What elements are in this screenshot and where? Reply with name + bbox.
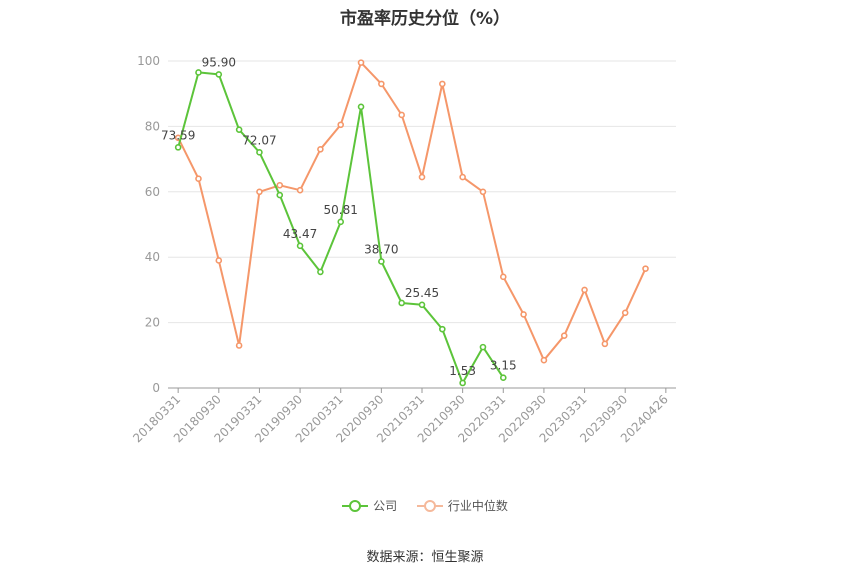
data-point-company [398,299,405,307]
data-point-industry-median [621,309,629,317]
data-point-industry-median [195,175,202,183]
legend-label-industry-median: 行业中位数 [447,499,508,513]
y-tick-label: 20 [145,316,160,330]
legend-item-company[interactable]: 公司 [342,497,397,514]
data-point-industry-median [317,145,324,153]
data-point-company [317,268,324,276]
data-label-company: 1.53 [449,364,476,378]
data-point-industry-median [560,332,568,339]
data-point-industry-median [276,181,284,189]
data-point-company [479,343,487,351]
data-label-company: 95.90 [202,55,236,69]
data-point-company [235,126,243,133]
data-point-company [256,149,263,156]
data-point-company [459,379,466,387]
data-point-industry-median [439,80,446,88]
data-labels: 73.59 95.90 72.07 43.47 50.81 38.70 25.45 1.53 3… [161,55,517,378]
data-point-industry-median [479,188,487,196]
data-point-industry-median [235,342,243,349]
data-point-company [215,71,223,78]
data-point-industry-median [357,59,365,66]
data-label-company: 43.47 [283,227,317,241]
data-point-company [439,325,446,333]
legend: 公司 行业中位数 [0,497,850,516]
legend-swatch-industry-median [416,499,443,513]
data-point-industry-median [459,173,466,181]
data-point-company [499,374,507,381]
data-point-company [337,218,345,226]
data-point-industry-median [398,111,405,119]
data-label-company: 72.07 [242,133,276,147]
legend-swatch-company [342,499,369,513]
data-point-company [357,103,365,111]
y-tick-label: 100 [137,54,160,68]
series-line-company [177,71,505,384]
data-point-company [174,144,182,151]
series [174,59,649,387]
y-tick-label: 40 [145,250,160,264]
data-point-industry-median [581,286,588,294]
data-point-industry-median [499,273,507,281]
data-label-company: 50.81 [324,203,358,217]
chart-title: 市盈率历史分位（%） [339,9,511,29]
data-point-industry-median [337,121,345,129]
data-point-industry-median [540,356,548,364]
data-label-company: 3.15 [490,359,517,373]
data-point-industry-median [520,311,527,318]
legend-label-company: 公司 [373,499,398,513]
data-point-company [418,301,426,309]
data-label-company: 38.70 [364,242,398,256]
data-label-company: 25.45 [405,286,439,300]
data-label-company: 73.59 [161,128,195,142]
data-point-company [195,69,202,76]
data-point-industry-median [642,265,649,272]
y-tick-label: 60 [145,185,160,199]
source-note: 数据来源：恒生聚源 [366,550,484,565]
y-tick-label: 0 [152,381,160,395]
y-tick-label: 80 [145,119,160,133]
data-point-company [296,242,304,250]
data-point-industry-median [256,188,263,196]
legend-item-industry-median[interactable]: 行业中位数 [416,497,508,514]
data-point-industry-median [378,80,385,88]
data-point-industry-median [418,173,426,181]
series-line-industry-median [177,61,647,362]
data-point-company [378,258,385,265]
data-point-industry-median [601,340,609,348]
data-point-industry-median [296,186,304,194]
data-point-company [276,191,284,199]
data-point-industry-median [215,257,223,264]
gridlines [168,60,676,324]
